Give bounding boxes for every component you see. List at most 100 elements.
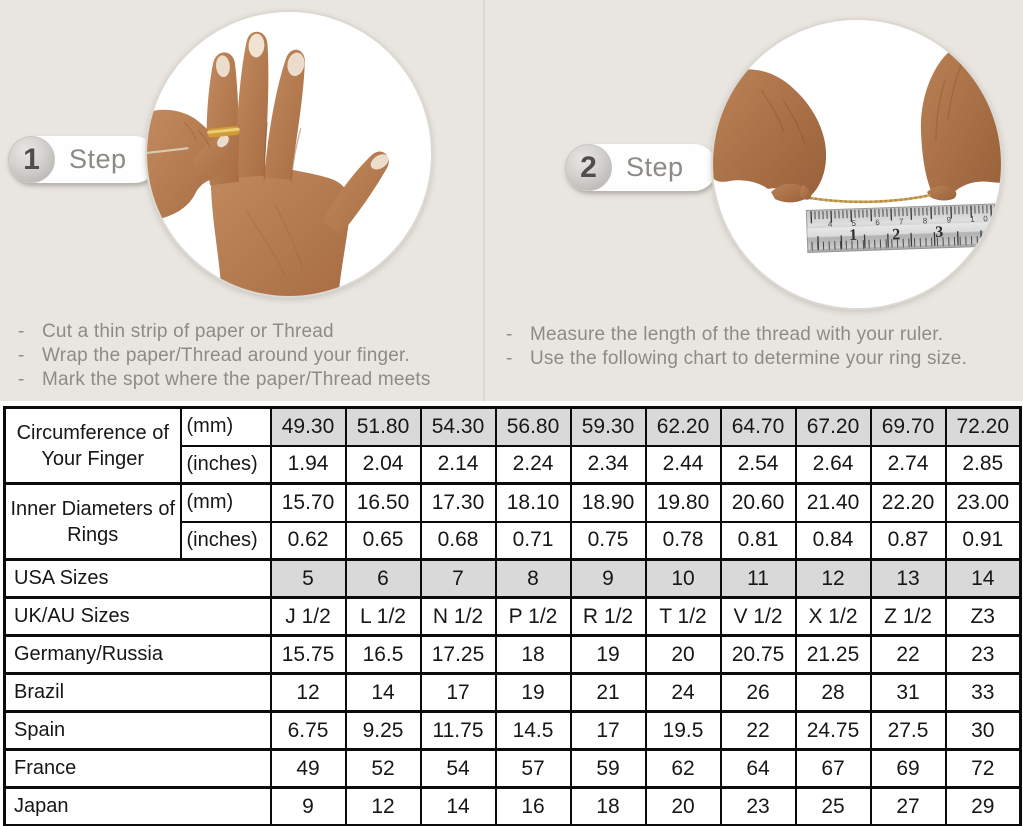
instruction-line: - Wrap the paper/Thread around your fing… bbox=[18, 344, 488, 368]
size-value-cell: 21.40 bbox=[794, 482, 872, 523]
size-value-cell: 62 bbox=[644, 748, 722, 789]
size-value-cell: 59.30 bbox=[569, 406, 647, 447]
size-value-cell: 12 bbox=[269, 672, 347, 713]
size-value-cell: 0.75 bbox=[569, 520, 647, 561]
bullet-dash: - bbox=[18, 345, 25, 366]
size-value-cell: Z3 bbox=[944, 596, 1022, 637]
size-value-cell: 25 bbox=[794, 786, 872, 826]
unit-label-inches: (inches) bbox=[179, 520, 272, 561]
size-value-cell: 2.64 bbox=[794, 444, 872, 485]
size-value-cell: 0.68 bbox=[419, 520, 497, 561]
size-value-cell: 22.20 bbox=[869, 482, 947, 523]
size-value-cell: 27.5 bbox=[869, 710, 947, 751]
hand-with-ring-illustration bbox=[147, 31, 389, 296]
ring-size-conversion-table: Circumference of Your Finger (mm) 49.30 5… bbox=[3, 406, 1022, 826]
step2-number: 2 bbox=[565, 144, 612, 191]
size-value-cell: 30 bbox=[944, 710, 1022, 751]
size-value-cell: 54.30 bbox=[419, 406, 497, 447]
measuring-thread-illustration: 4 5 6 7 8 9 10 1 2 3 bbox=[713, 35, 1001, 254]
ruler-number-3: 3 bbox=[935, 224, 944, 241]
step1-label: Step bbox=[69, 144, 127, 174]
size-value-cell: Z 1/2 bbox=[869, 596, 947, 637]
size-value-cell: 62.20 bbox=[644, 406, 722, 447]
size-value-cell: 8 bbox=[494, 558, 572, 599]
size-value-cell: 19.5 bbox=[644, 710, 722, 751]
size-value-cell: 26 bbox=[719, 672, 797, 713]
row-label-usa: USA Sizes bbox=[3, 558, 272, 599]
size-value-cell: 52 bbox=[344, 748, 422, 789]
size-value-cell: 19 bbox=[569, 634, 647, 675]
instruction-text: Cut a thin strip of paper or Thread bbox=[42, 321, 334, 342]
size-value-cell: 29 bbox=[944, 786, 1022, 826]
size-value-cell: V 1/2 bbox=[719, 596, 797, 637]
size-value-cell: 54 bbox=[419, 748, 497, 789]
size-value-cell: 0.91 bbox=[944, 520, 1022, 561]
size-value-cell: 21 bbox=[569, 672, 647, 713]
row-label-germany-russia: Germany/Russia bbox=[3, 634, 272, 675]
step2-instructions: - Measure the length of the thread with … bbox=[506, 323, 1021, 371]
row-diameter-inches: (inches) 0.62 0.65 0.68 0.71 0.75 0.78 0.81 0.8… bbox=[5, 520, 1022, 561]
step1-instructions: - Cut a thin strip of paper or Thread - … bbox=[18, 320, 488, 392]
size-value-cell: 10 bbox=[644, 558, 722, 599]
row-label-ukau: UK/AU Sizes bbox=[3, 596, 272, 637]
size-value-cell: P 1/2 bbox=[494, 596, 572, 637]
size-value-cell: 6.75 bbox=[269, 710, 347, 751]
size-value-cell: 51.80 bbox=[344, 406, 422, 447]
size-value-cell: 18 bbox=[569, 786, 647, 826]
row-diameter-mm: Inner Diameters of Rings (mm) 15.70 16.50… bbox=[3, 482, 1022, 561]
size-value-cell: 69 bbox=[869, 748, 947, 789]
size-value-cell: 15.70 bbox=[269, 482, 347, 523]
thread-line bbox=[147, 147, 189, 155]
row-brazil: Brazil 12 14 17 19 21 24 26 28 31 33 bbox=[3, 672, 1022, 713]
size-value-cell: 18.90 bbox=[569, 482, 647, 523]
size-value-cell: 12 bbox=[344, 786, 422, 826]
size-value-cell: J 1/2 bbox=[269, 596, 347, 637]
size-value-cell: 69.70 bbox=[869, 406, 947, 447]
ruler: 4 5 6 7 8 9 10 1 2 3 bbox=[805, 202, 1001, 254]
size-value-cell: 16.50 bbox=[344, 482, 422, 523]
size-value-cell: 2.24 bbox=[494, 444, 572, 485]
size-value-cell: 33 bbox=[944, 672, 1022, 713]
size-value-cell: 28 bbox=[794, 672, 872, 713]
gold-ring bbox=[207, 126, 240, 138]
bullet-dash: - bbox=[506, 324, 513, 345]
size-value-cell: 19.80 bbox=[644, 482, 722, 523]
size-value-cell: 15.75 bbox=[269, 634, 347, 675]
size-value-cell: N 1/2 bbox=[419, 596, 497, 637]
size-value-cell: 72.20 bbox=[944, 406, 1022, 447]
unit-label-mm: (mm) bbox=[179, 482, 272, 523]
size-value-cell: 22 bbox=[719, 710, 797, 751]
size-value-cell: 24 bbox=[644, 672, 722, 713]
row-label-brazil: Brazil bbox=[3, 672, 272, 713]
size-value-cell: 11.75 bbox=[419, 710, 497, 751]
size-value-cell: 9.25 bbox=[344, 710, 422, 751]
size-value-cell: 18 bbox=[494, 634, 572, 675]
size-value-cell: 64.70 bbox=[719, 406, 797, 447]
row-spain: Spain 6.75 9.25 11.75 14.5 17 19.5 22 24.75 27.5… bbox=[3, 710, 1022, 751]
row-label-france: France bbox=[3, 748, 272, 789]
row-label-japan: Japan bbox=[3, 786, 272, 826]
size-value-cell: 20 bbox=[644, 634, 722, 675]
size-value-cell: 5 bbox=[269, 558, 347, 599]
instruction-line: - Use the following chart to determine y… bbox=[506, 347, 1021, 371]
size-value-cell: 27 bbox=[869, 786, 947, 826]
size-value-cell: 1.94 bbox=[269, 444, 347, 485]
gold-thread bbox=[809, 193, 932, 204]
size-value-cell: 19 bbox=[494, 672, 572, 713]
size-value-cell: 17.25 bbox=[419, 634, 497, 675]
bullet-dash: - bbox=[506, 348, 513, 369]
size-value-cell: R 1/2 bbox=[569, 596, 647, 637]
size-value-cell: 2.14 bbox=[419, 444, 497, 485]
size-value-cell: 23 bbox=[944, 634, 1022, 675]
size-value-cell: 49 bbox=[269, 748, 347, 789]
row-label-spain: Spain bbox=[3, 710, 272, 751]
size-value-cell: 57 bbox=[494, 748, 572, 789]
instruction-text: Wrap the paper/Thread around your finger… bbox=[42, 345, 411, 366]
row-usa-sizes: USA Sizes 5 6 7 8 9 10 11 12 13 14 bbox=[3, 558, 1022, 599]
instruction-text: Use the following chart to determine you… bbox=[530, 348, 968, 369]
size-value-cell: 21.25 bbox=[794, 634, 872, 675]
size-value-cell: 72 bbox=[944, 748, 1022, 789]
size-value-cell: 0.71 bbox=[494, 520, 572, 561]
panel-divider bbox=[483, 0, 485, 402]
step1-photo-hand-with-ring bbox=[145, 10, 433, 298]
